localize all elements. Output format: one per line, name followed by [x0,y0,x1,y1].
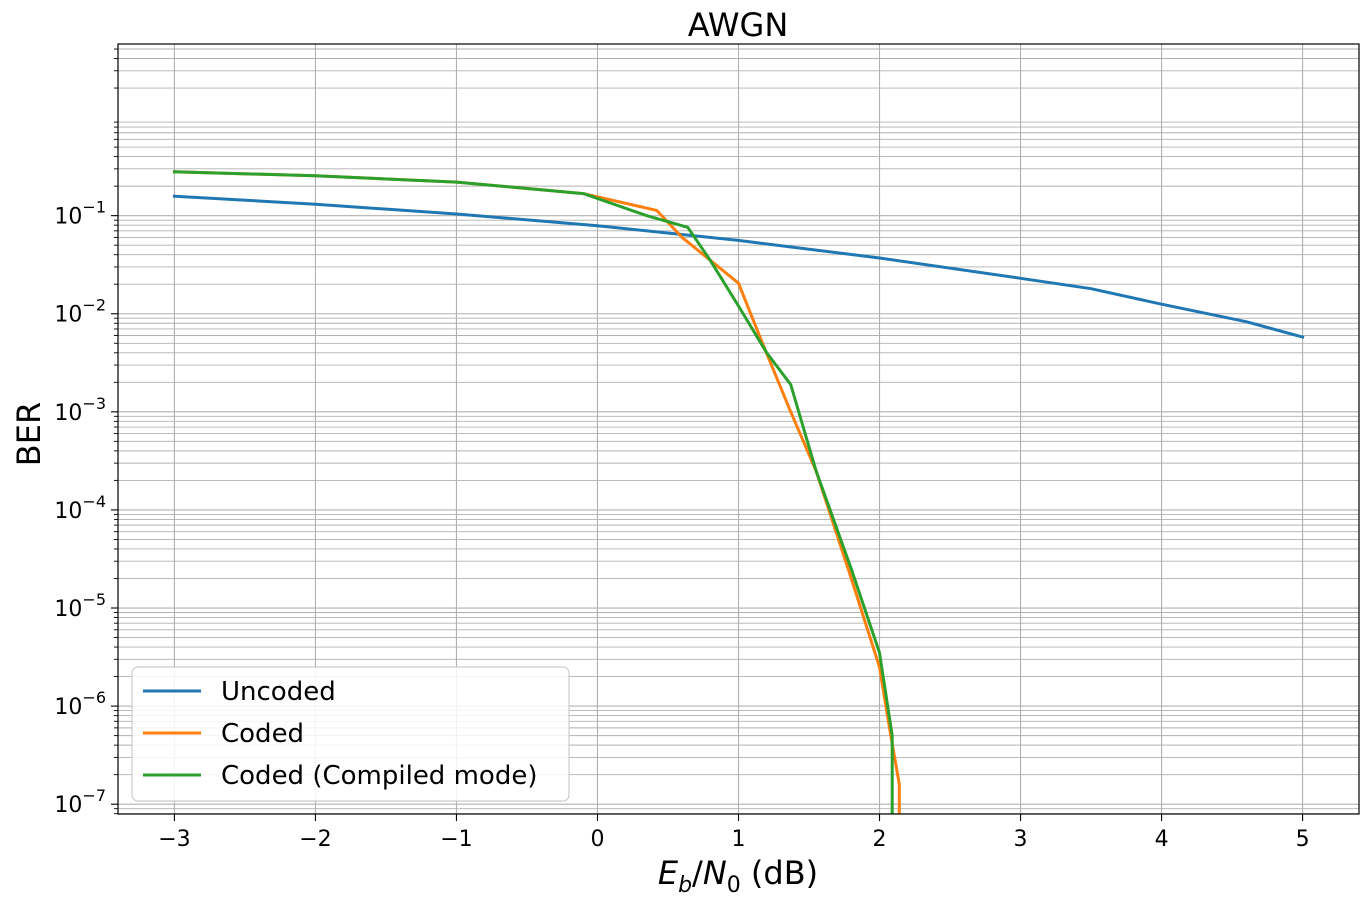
y-tick-label: 10−1 [54,198,106,230]
legend: Uncoded Coded Coded (Compiled mode) [131,666,570,802]
x-tick-label: 3 [1014,827,1028,852]
x-ticks: −3 −2 −1 0 1 2 3 4 5 [158,814,1310,852]
series-line-coded-compiled-mode [172,170,894,814]
x-tick-label: 0 [590,827,604,852]
legend-box [131,666,570,802]
x-tick-label: 5 [1296,827,1310,852]
chart-title: AWGN [688,6,789,44]
y-tick-label: 10−2 [54,296,106,328]
y-axis-label: BER [10,402,48,466]
legend-label: Coded (Compiled mode) [221,761,537,791]
y-ticks: 10−1 10−2 10−3 10−4 10−5 10−6 10−7 [54,198,118,818]
x-tick-label: 1 [732,827,746,852]
y-tick-label: 10−7 [54,786,106,818]
x-tick-label: 4 [1155,827,1169,852]
legend-label: Uncoded [221,677,336,707]
y-tick-label: 10−6 [54,688,106,720]
plot-lines [172,170,1305,814]
x-tick-label: −1 [440,827,472,852]
x-axis-label: Eb/N0 (dB) [658,854,818,898]
series-line-uncoded [172,194,1305,339]
y-tick-label: 10−5 [54,590,106,622]
x-tick-label: 2 [873,827,887,852]
legend-label: Coded [221,719,304,749]
y-tick-label: 10−3 [54,394,106,426]
x-tick-label: −3 [158,827,190,852]
x-tick-label: −2 [299,827,331,852]
y-tick-label: 10−4 [54,492,106,524]
